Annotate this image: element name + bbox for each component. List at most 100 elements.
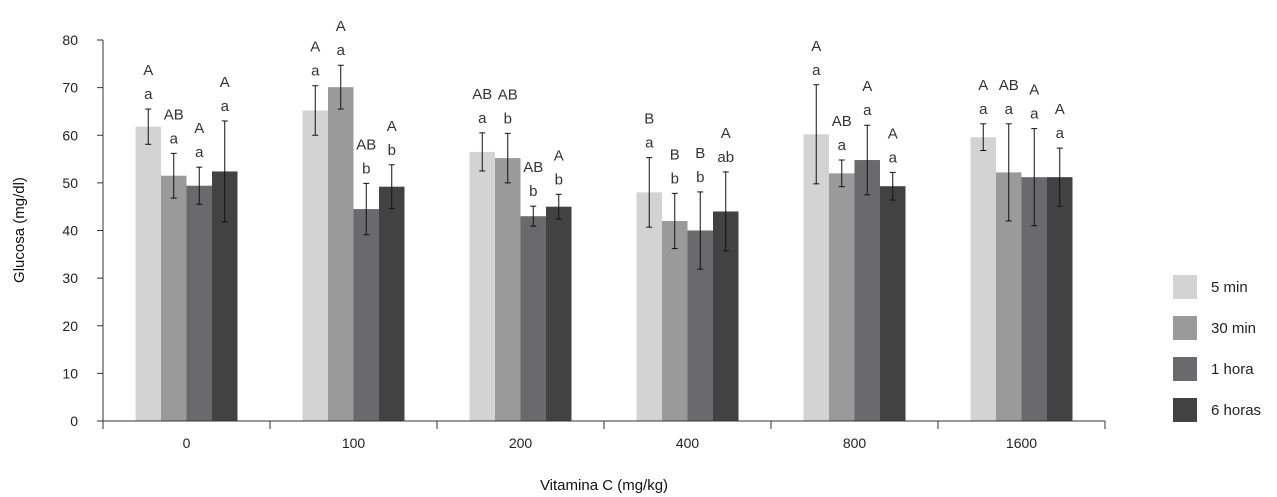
bar: [1047, 177, 1073, 421]
x-tick-label: 800: [843, 435, 867, 451]
significance-label-upper: A: [143, 62, 153, 79]
legend-item: 6 horas: [1173, 398, 1261, 422]
bar: [353, 209, 379, 421]
bar: [186, 185, 212, 421]
legend-item: 5 min: [1173, 275, 1248, 299]
error-bar: [980, 123, 987, 151]
significance-label-upper: A: [888, 125, 898, 142]
bar: [469, 151, 495, 422]
y-tick-label: 70: [62, 80, 78, 96]
significance-label-lower: a: [889, 149, 898, 166]
y-tick-label: 10: [62, 365, 78, 381]
bar: [880, 186, 906, 421]
significance-label-upper: AB: [498, 86, 518, 103]
error-bar: [889, 171, 896, 201]
significance-label-upper: B: [644, 111, 654, 128]
x-tick-label: 1600: [1006, 435, 1037, 451]
significance-label-upper: A: [387, 118, 397, 135]
significance-label-lower: a: [337, 42, 346, 59]
legend-swatch: [1173, 275, 1197, 299]
bar: [662, 220, 688, 421]
y-tick-label: 0: [70, 413, 78, 429]
error-bar: [864, 124, 871, 196]
significance-label-lower: a: [1005, 101, 1014, 118]
significance-label-upper: A: [336, 18, 346, 35]
significance-label-upper: A: [978, 77, 988, 94]
legend-item: 1 hora: [1173, 357, 1254, 381]
significance-label-upper: AB: [832, 113, 852, 130]
bar: [854, 160, 880, 421]
error-bar: [221, 120, 228, 223]
significance-label-lower: a: [838, 137, 847, 154]
significance-label-lower: a: [812, 62, 821, 79]
legend-label: 5 min: [1211, 279, 1248, 296]
bar: [302, 110, 328, 421]
significance-label-lower: a: [645, 135, 654, 152]
error-bar: [530, 205, 537, 227]
significance-label-lower: a: [1056, 125, 1065, 142]
bar: [520, 216, 546, 421]
significance-label-upper: A: [721, 125, 731, 142]
error-bar: [813, 84, 820, 185]
bars-layer: [135, 87, 1073, 422]
significance-label-lower: a: [979, 101, 988, 118]
significance-label-upper: A: [811, 38, 821, 55]
bar: [546, 206, 572, 421]
significance-label-lower: a: [478, 110, 487, 127]
significance-label-upper: A: [310, 39, 320, 56]
y-tick-label: 60: [62, 127, 78, 143]
legend-swatch: [1173, 357, 1197, 381]
y-tick-label: 50: [62, 175, 78, 191]
legend: 5 min 30 min 1 hora 6 horas: [1173, 275, 1261, 422]
significance-label-upper: AB: [472, 86, 492, 103]
significance-label-lower: b: [529, 183, 537, 200]
error-bars-layer: [145, 64, 1063, 270]
bar: [495, 158, 521, 422]
significance-label-upper: A: [1029, 82, 1039, 99]
significance-label-upper: AB: [164, 106, 184, 123]
significance-label-lower: a: [311, 63, 320, 80]
y-tick-label: 20: [62, 318, 78, 334]
error-bar: [145, 108, 152, 145]
significance-label-lower: a: [144, 86, 153, 103]
significance-label-lower: b: [362, 160, 370, 177]
legend-label: 30 min: [1211, 320, 1256, 337]
significance-label-lower: a: [221, 98, 230, 115]
x-tick-label: 400: [676, 435, 700, 451]
significance-label-upper: AB: [999, 77, 1019, 94]
significance-label-lower: a: [195, 144, 204, 161]
significance-label-lower: b: [504, 110, 512, 127]
significance-label-upper: AB: [356, 136, 376, 153]
error-bar: [555, 193, 562, 220]
error-bar: [312, 85, 319, 136]
y-tick-label: 40: [62, 223, 78, 239]
significance-label-lower: a: [863, 102, 872, 119]
significance-label-upper: A: [1055, 101, 1065, 118]
error-bar: [196, 166, 203, 205]
error-bar: [646, 157, 653, 228]
error-bar: [479, 132, 486, 172]
significance-label-lower: a: [1030, 106, 1039, 123]
error-bar: [170, 152, 177, 199]
error-bar: [671, 192, 678, 250]
bar: [379, 186, 405, 421]
bar: [135, 126, 161, 422]
legend-label: 6 horas: [1211, 402, 1261, 419]
significance-label-upper: A: [554, 147, 564, 164]
error-bar: [504, 132, 511, 184]
significance-label-lower: a: [170, 130, 179, 147]
bar: [636, 192, 662, 421]
significance-label-upper: A: [194, 120, 204, 137]
significance-label-upper: A: [862, 78, 872, 95]
error-bar: [1005, 123, 1012, 222]
significance-label-lower: b: [696, 169, 704, 186]
error-bar: [722, 171, 729, 252]
significance-label-upper: A: [220, 74, 230, 91]
error-bar: [337, 64, 344, 110]
legend-item: 30 min: [1173, 316, 1256, 340]
x-axis-title: Vitamina C (mg/kg): [540, 477, 668, 494]
significance-label-lower: ab: [717, 149, 734, 166]
